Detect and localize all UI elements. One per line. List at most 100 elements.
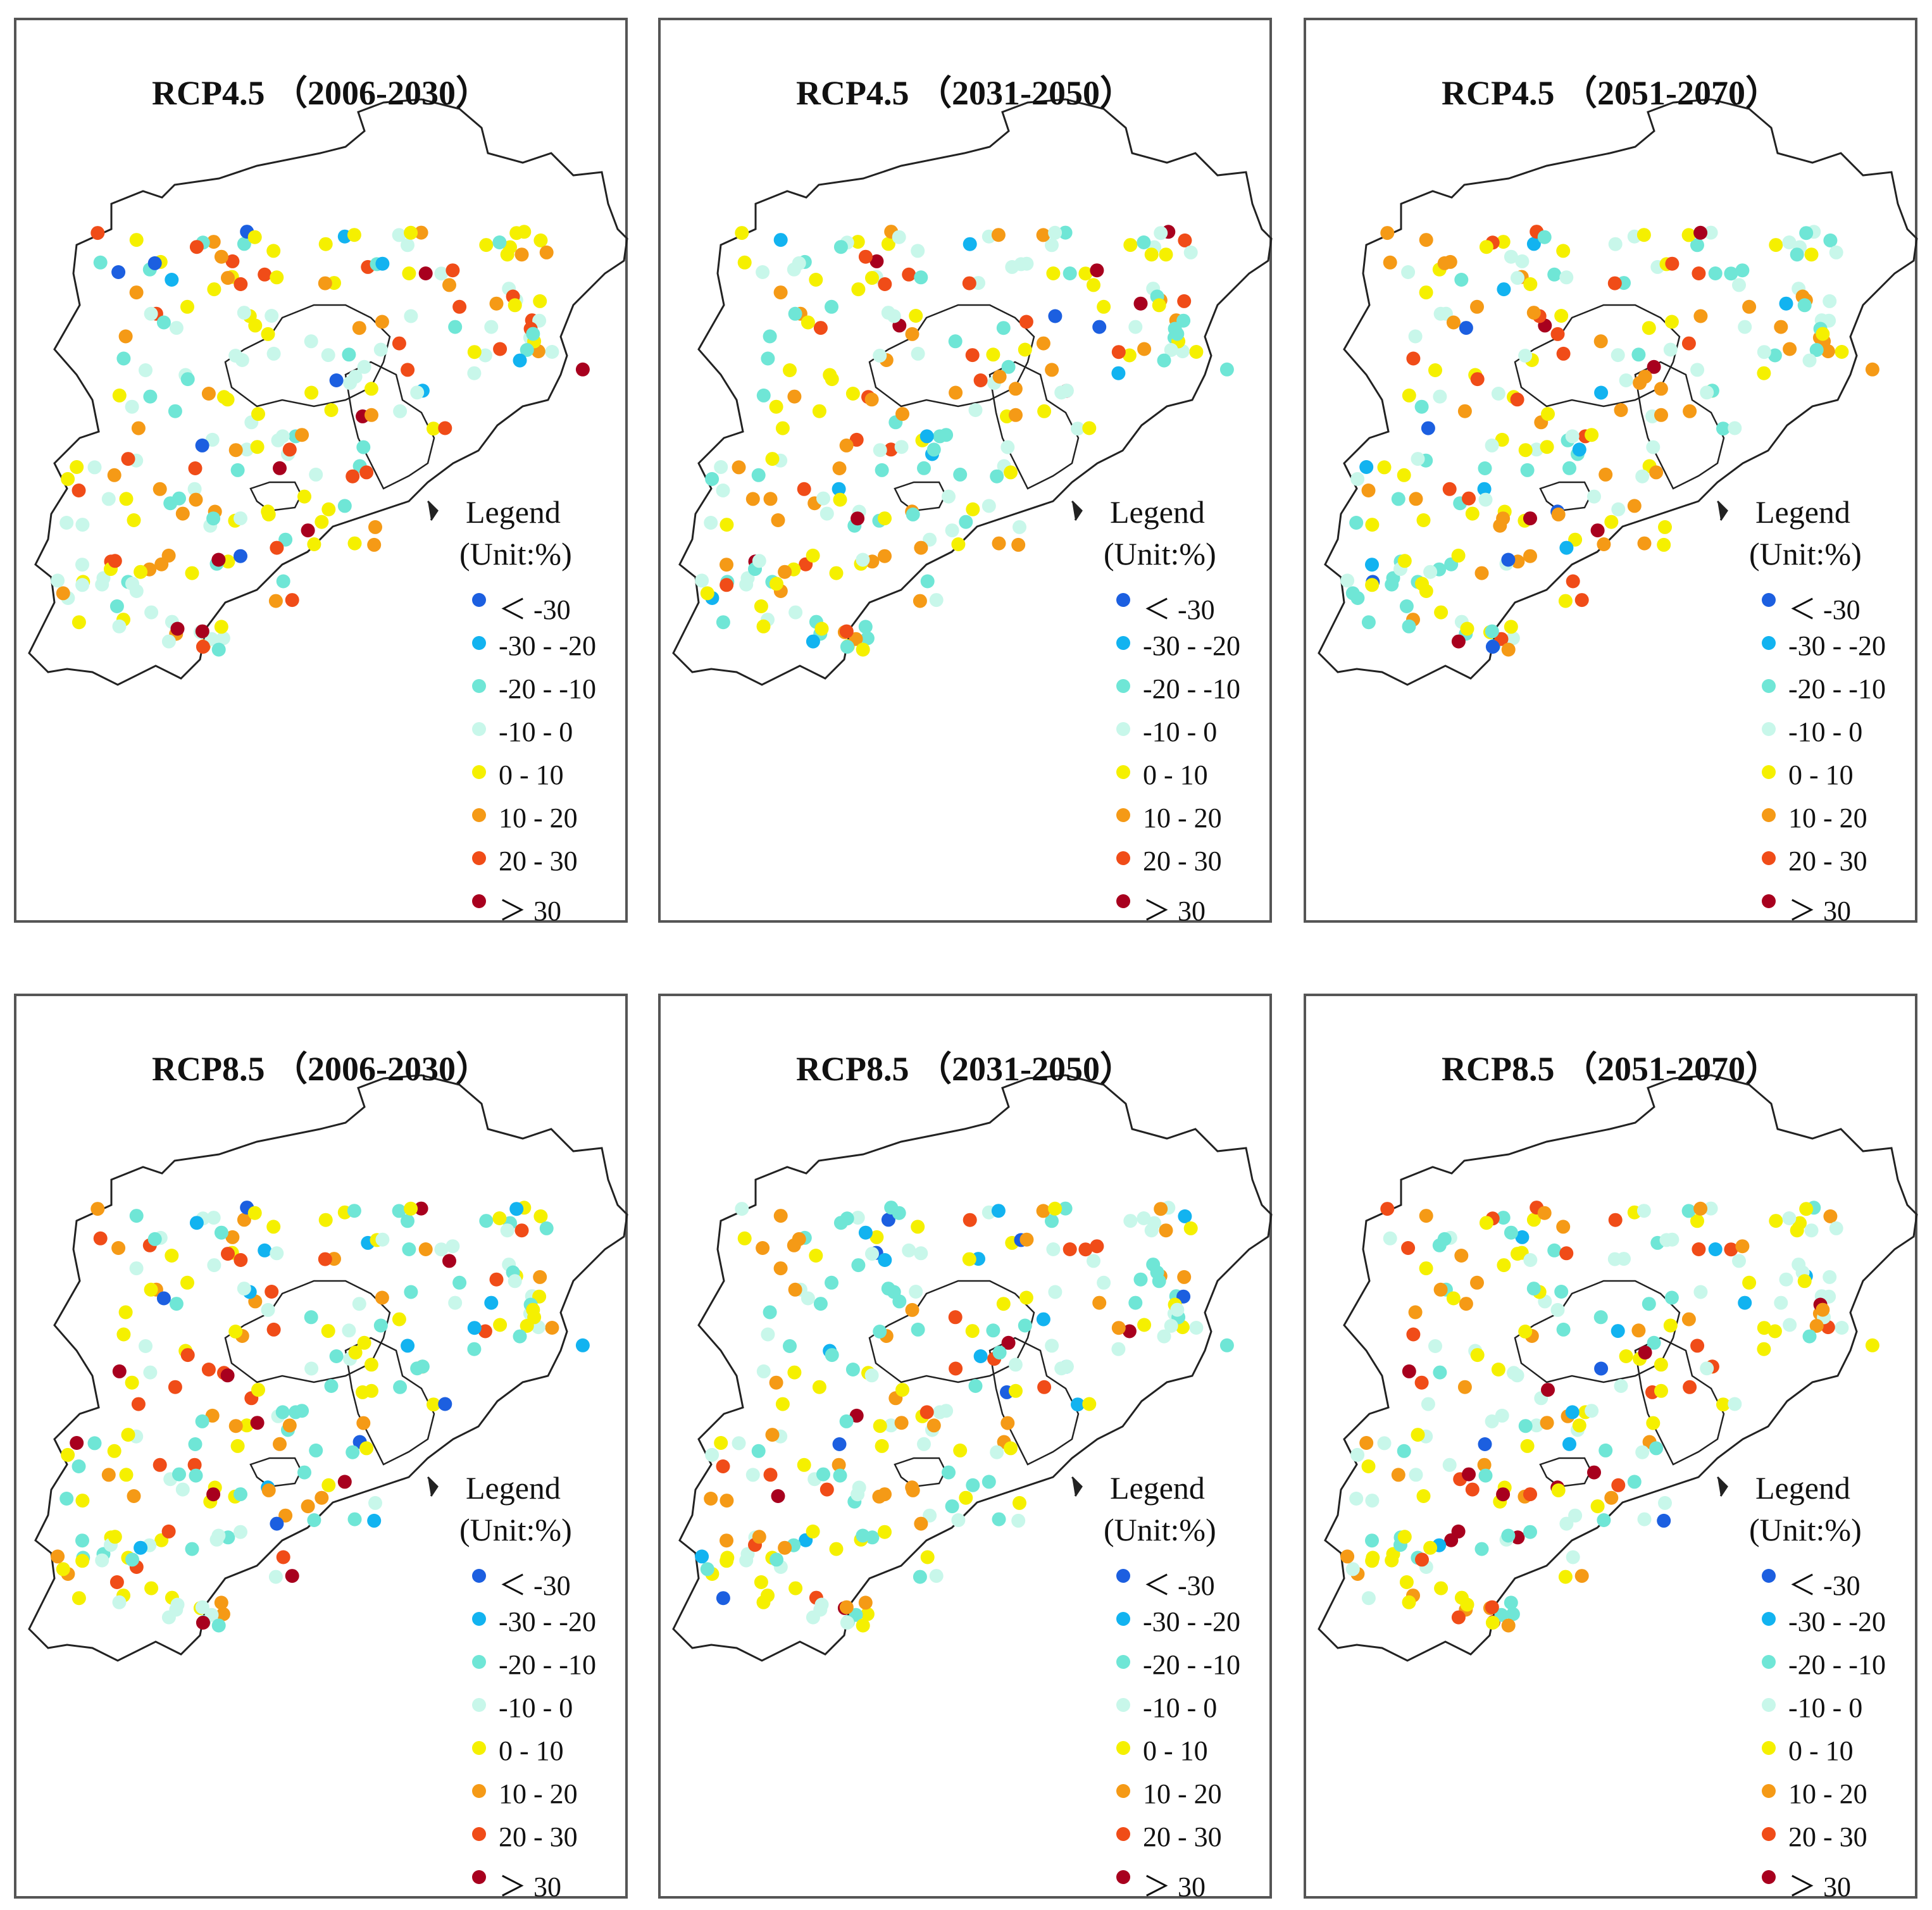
station-marker	[404, 225, 418, 240]
station-marker	[968, 403, 983, 417]
legend-swatch	[1116, 1569, 1130, 1583]
station-marker	[1638, 370, 1652, 384]
station-marker	[1478, 492, 1493, 507]
panel-title: RCP4.5 （2031-2050）	[796, 74, 1134, 112]
station-marker	[161, 634, 176, 649]
legend-swatch	[1116, 1784, 1130, 1798]
station-marker	[873, 1419, 887, 1433]
station-marker	[500, 1223, 514, 1238]
station-marker	[1137, 1211, 1151, 1225]
station-marker	[1708, 1242, 1723, 1256]
legend-swatch	[1116, 1612, 1130, 1626]
station-marker	[1048, 225, 1063, 240]
station-marker	[1515, 1230, 1530, 1244]
legend-swatch	[1762, 722, 1776, 736]
station-marker	[1133, 296, 1148, 311]
station-marker	[1585, 1404, 1599, 1418]
station-marker	[275, 429, 290, 444]
station-marker	[410, 385, 425, 400]
legend-label: 20 - 30	[1788, 846, 1867, 877]
region-map	[1318, 1074, 1918, 1662]
station-marker	[1654, 1358, 1668, 1372]
station-marker	[1692, 266, 1706, 280]
station-marker	[1649, 465, 1664, 480]
station-marker	[1046, 1242, 1061, 1256]
station-marker	[765, 452, 780, 466]
legend-label: 10 - 20	[1788, 802, 1867, 833]
station-marker	[1574, 593, 1589, 608]
station-marker	[820, 506, 834, 521]
station-marker	[1681, 1312, 1696, 1326]
station-marker	[261, 1302, 275, 1317]
station-marker	[1587, 1465, 1601, 1480]
station-marker	[1092, 320, 1107, 334]
legend-swatch	[472, 593, 486, 607]
station-marker	[809, 1249, 823, 1263]
station-marker	[1036, 1312, 1050, 1326]
station-marker	[1611, 1324, 1625, 1339]
station-marker	[825, 1275, 838, 1290]
station-marker	[849, 1408, 864, 1423]
station-marker	[720, 1494, 734, 1508]
station-marker	[1568, 532, 1583, 547]
station-marker	[1829, 245, 1843, 259]
station-marker	[539, 1221, 554, 1235]
station-marker	[1465, 506, 1480, 521]
station-marker	[752, 1530, 766, 1544]
station-marker	[1451, 1524, 1466, 1539]
station-marker	[1523, 549, 1537, 563]
station-marker	[1518, 1325, 1533, 1339]
station-marker	[180, 299, 194, 314]
station-marker	[1397, 1444, 1411, 1458]
station-marker	[484, 320, 499, 334]
station-marker	[1614, 403, 1628, 417]
station-marker	[1496, 1211, 1511, 1225]
station-marker	[1090, 263, 1104, 278]
station-marker	[375, 1290, 389, 1305]
station-marker	[251, 1383, 265, 1397]
station-marker	[214, 249, 228, 264]
station-marker	[1485, 640, 1500, 654]
station-marker	[75, 518, 90, 532]
station-marker	[1537, 230, 1552, 244]
station-marker	[520, 1319, 534, 1333]
station-marker	[1802, 353, 1817, 368]
station-marker	[304, 1361, 319, 1376]
legend-swatch	[472, 722, 486, 736]
station-marker	[1501, 1528, 1516, 1543]
station-marker	[1607, 1252, 1622, 1266]
station-marker	[1415, 577, 1429, 591]
station-marker	[75, 578, 90, 592]
station-marker	[484, 1295, 499, 1310]
station-marker	[905, 327, 919, 341]
legend-label: ＜ -30	[499, 594, 571, 625]
station-marker	[1092, 1295, 1107, 1310]
region-map	[672, 98, 1273, 686]
station-marker	[108, 1530, 122, 1544]
legend-label: -20 - -10	[499, 673, 596, 704]
station-marker	[1401, 265, 1416, 279]
station-marker	[189, 240, 204, 254]
station-marker	[1397, 1530, 1412, 1544]
station-marker	[347, 1204, 361, 1218]
station-marker	[1559, 1516, 1574, 1531]
station-marker	[1359, 460, 1374, 474]
legend-swatch	[1116, 1827, 1130, 1841]
station-marker	[234, 549, 247, 563]
station-marker	[1724, 1242, 1738, 1257]
station-marker	[1423, 565, 1438, 579]
station-marker	[467, 345, 482, 359]
station-marker	[1460, 1597, 1474, 1612]
station-marker	[467, 366, 482, 380]
station-marker	[806, 548, 820, 563]
station-marker	[221, 1247, 235, 1261]
station-marker	[1757, 345, 1771, 359]
station-marker	[1568, 1508, 1583, 1523]
station-marker	[1001, 359, 1016, 374]
station-marker	[704, 516, 718, 530]
station-marker	[1457, 1380, 1472, 1394]
station-marker	[1485, 1616, 1500, 1630]
station-marker	[1574, 1569, 1589, 1583]
station-marker	[1349, 1492, 1364, 1506]
station-marker	[788, 306, 802, 321]
